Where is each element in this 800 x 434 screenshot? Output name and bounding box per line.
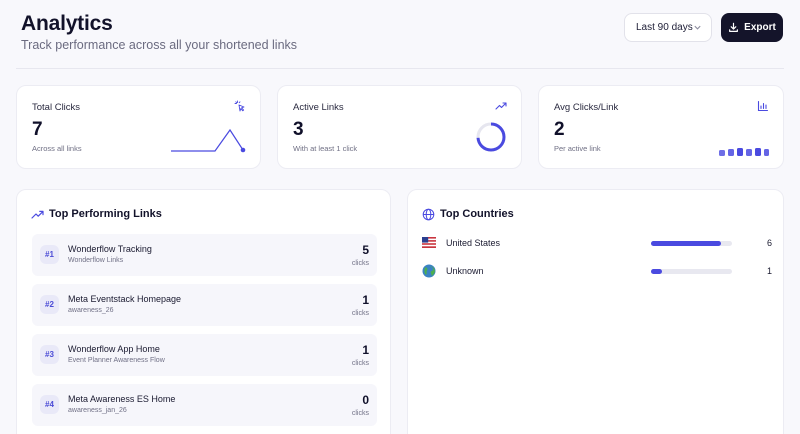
stat-sub: With at least 1 click (293, 144, 358, 153)
clicks-sparkline (171, 128, 246, 153)
country-share-bar (651, 269, 732, 274)
link-click-unit: clicks (351, 260, 369, 267)
country-click-count: 6 (766, 238, 772, 248)
header-divider (16, 68, 784, 69)
link-title: Wonderflow App Home (68, 344, 160, 354)
top-link-row[interactable]: #1 Wonderflow Tracking Wonderflow Links … (32, 234, 377, 276)
us-flag-icon (422, 237, 436, 248)
panel-title: Top Countries (440, 208, 514, 220)
link-click-count: 5 (362, 243, 369, 257)
stat-label: Active Links (293, 102, 344, 113)
stat-card-avg-clicks: Avg Clicks/Link 2 Per active link (538, 85, 784, 169)
link-title: Wonderflow Tracking (68, 244, 152, 254)
page-subtitle: Track performance across all your shorte… (21, 38, 298, 52)
avg-clicks-mini-bars (719, 148, 769, 156)
active-links-ring (476, 122, 506, 152)
top-link-row[interactable]: #3 Wonderflow App Home Event Planner Awa… (32, 334, 377, 376)
globe-earth-icon (422, 264, 436, 278)
link-click-count: 1 (362, 343, 369, 357)
stat-sub: Across all links (32, 144, 82, 153)
trending-up-icon (495, 102, 507, 110)
chevron-down-icon (694, 25, 701, 30)
link-click-unit: clicks (351, 410, 369, 417)
page-title: Analytics (21, 12, 113, 35)
top-link-row[interactable]: #2 Meta Eventstack Homepage awareness_26… (32, 284, 377, 326)
bar-chart-icon (757, 100, 769, 112)
panel-title: Top Performing Links (49, 208, 162, 220)
link-campaign: awareness_26 (68, 307, 114, 314)
country-share-fill (651, 269, 663, 274)
country-share-bar (651, 241, 732, 246)
top-countries-panel: Top Countries United States 6 Unknown 1 (407, 189, 784, 434)
stat-value: 2 (554, 119, 565, 140)
top-links-panel: Top Performing Links #1 Wonderflow Track… (16, 189, 391, 434)
link-title: Meta Eventstack Homepage (68, 294, 182, 304)
date-range-label: Last 90 days (636, 22, 693, 33)
link-click-unit: clicks (351, 360, 369, 367)
trending-up-icon (31, 210, 44, 219)
country-name: Unknown (446, 266, 484, 276)
country-name: United States (446, 238, 501, 248)
stat-label: Avg Clicks/Link (554, 102, 619, 113)
cursor-click-icon (234, 100, 245, 112)
stat-card-total-clicks: Total Clicks 7 Across all links (16, 85, 261, 169)
country-click-count: 1 (766, 266, 772, 276)
export-button[interactable]: Export (721, 13, 783, 42)
globe-icon (422, 208, 435, 221)
link-title: Meta Awareness ES Home (68, 394, 176, 404)
stat-value: 3 (293, 119, 304, 140)
link-campaign: Event Planner Awareness Flow (68, 357, 165, 364)
rank-badge: #3 (40, 345, 59, 364)
rank-badge: #4 (40, 395, 59, 414)
link-campaign: Wonderflow Links (68, 257, 124, 264)
link-campaign: awareness_jan_26 (68, 407, 127, 414)
stat-card-active-links: Active Links 3 With at least 1 click (277, 85, 522, 169)
page-header: Analytics Track performance across all y… (0, 0, 800, 68)
stat-value: 7 (32, 119, 43, 140)
country-share-fill (651, 241, 721, 246)
stat-label: Total Clicks (32, 102, 81, 113)
stat-sub: Per active link (554, 144, 601, 153)
download-icon (729, 22, 739, 32)
country-row: Unknown 1 (422, 264, 772, 280)
rank-badge: #2 (40, 295, 59, 314)
country-row: United States 6 (422, 236, 772, 252)
link-click-count: 0 (362, 393, 369, 407)
link-click-count: 1 (362, 293, 369, 307)
link-click-unit: clicks (351, 310, 369, 317)
top-link-row[interactable]: #4 Meta Awareness ES Home awareness_jan_… (32, 384, 377, 426)
export-label: Export (744, 22, 776, 33)
rank-badge: #1 (40, 245, 59, 264)
date-range-select[interactable]: Last 90 days (624, 13, 712, 42)
